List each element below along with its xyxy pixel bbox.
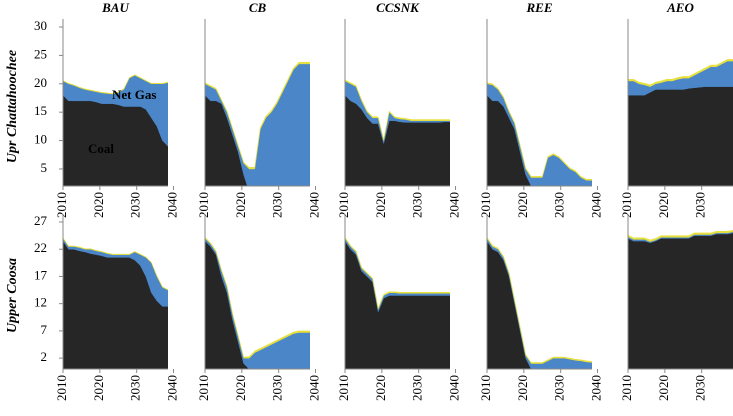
x-tick-label: 2040	[165, 375, 180, 401]
panel-title: REE	[525, 0, 552, 15]
y-tick-label: 30	[34, 18, 47, 33]
x-tick-label: 2020	[515, 375, 530, 401]
x-tick-label: 2010	[336, 192, 351, 218]
x-tick-label: 2010	[54, 375, 69, 401]
y-tick-label: 15	[34, 103, 47, 118]
x-tick-label: 2020	[656, 375, 671, 401]
panel-title: AEO	[666, 0, 694, 15]
area-series	[345, 236, 450, 310]
x-tick-label: 2040	[730, 375, 733, 401]
x-tick-label: 2040	[307, 192, 322, 218]
row-label: Upper Coosa	[5, 258, 20, 333]
y-tick-label: 25	[34, 46, 47, 61]
x-tick-label: 2040	[165, 192, 180, 218]
row-label: Upr Chattahoochee	[5, 50, 20, 163]
area-series	[345, 94, 450, 186]
x-tick-label: 2030	[270, 375, 285, 401]
area-series	[487, 240, 592, 369]
area-series	[345, 240, 450, 369]
panel-title: CCSNK	[376, 0, 420, 15]
area-series	[628, 86, 733, 186]
plot-area	[345, 236, 450, 369]
area-series	[487, 82, 592, 181]
x-tick-label: 2030	[128, 375, 143, 401]
area-series	[63, 74, 168, 95]
y-tick-label: 17	[34, 267, 48, 282]
x-tick-label: 2040	[447, 192, 462, 218]
area-series	[628, 229, 733, 242]
annotation: Coal	[88, 141, 114, 156]
x-tick-label: 2040	[447, 375, 462, 401]
x-tick-label: 2030	[552, 375, 567, 401]
area-series	[345, 79, 450, 141]
x-tick-label: 2040	[589, 192, 604, 218]
plot-area	[63, 237, 168, 369]
x-tick-label: 2020	[373, 192, 388, 218]
plot-area	[205, 236, 310, 369]
plot-area	[487, 236, 592, 369]
x-tick-label: 2010	[196, 192, 211, 218]
x-tick-label: 2020	[233, 192, 248, 218]
y-tick-label: 7	[41, 322, 48, 337]
x-tick-label: 2010	[336, 375, 351, 401]
panel-title: CB	[249, 0, 267, 15]
x-tick-label: 2030	[128, 192, 143, 218]
x-tick-label: 2010	[478, 192, 493, 218]
plot-area	[345, 79, 450, 186]
area-series	[628, 59, 733, 87]
x-tick-label: 2020	[656, 192, 671, 218]
area-series	[628, 232, 733, 369]
area-series	[487, 236, 592, 364]
plot-area	[63, 74, 168, 186]
x-tick-label: 2020	[515, 192, 530, 218]
area-series	[205, 61, 310, 170]
x-tick-label: 2030	[693, 192, 708, 218]
x-tick-label: 2010	[619, 192, 634, 218]
x-tick-label: 2020	[233, 375, 248, 401]
x-tick-label: 2040	[307, 375, 322, 401]
x-tick-label: 2030	[410, 375, 425, 401]
x-tick-label: 2010	[196, 375, 211, 401]
y-tick-label: 5	[41, 160, 48, 175]
area-series	[63, 240, 168, 369]
x-tick-label: 2020	[373, 375, 388, 401]
x-tick-label: 2030	[693, 375, 708, 401]
y-tick-label: 2	[41, 349, 48, 364]
y-tick-label: 22	[34, 240, 47, 255]
y-tick-label: 10	[34, 132, 47, 147]
x-tick-label: 2020	[91, 375, 106, 401]
x-tick-label: 2040	[589, 375, 604, 401]
plot-area	[487, 82, 592, 186]
annotation: Net Gas	[112, 87, 156, 102]
y-tick-label: 12	[34, 295, 47, 310]
y-tick-label: 27	[34, 213, 48, 228]
area-series	[205, 236, 310, 359]
y-tick-label: 20	[34, 75, 47, 90]
x-tick-label: 2010	[478, 375, 493, 401]
x-tick-label: 2030	[552, 192, 567, 218]
x-tick-label: 2040	[730, 192, 733, 218]
x-tick-label: 2010	[619, 375, 634, 401]
plot-area	[628, 59, 733, 186]
x-tick-label: 2030	[270, 192, 285, 218]
panel-title: BAU	[101, 0, 129, 15]
x-tick-label: 2030	[410, 192, 425, 218]
plot-area	[205, 61, 310, 186]
x-tick-label: 2010	[54, 192, 69, 218]
plot-area	[628, 229, 733, 369]
x-tick-label: 2020	[91, 192, 106, 218]
area-series	[63, 237, 168, 291]
